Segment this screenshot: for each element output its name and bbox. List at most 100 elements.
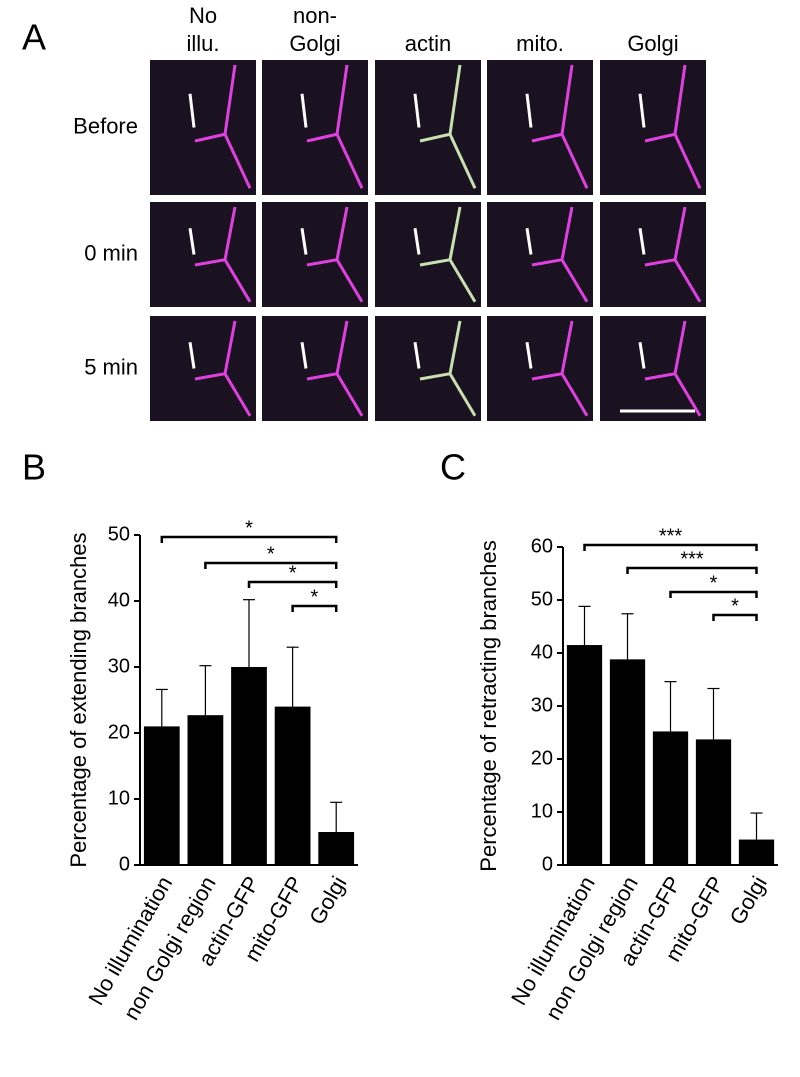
- micrograph: [262, 202, 368, 307]
- neurite: [560, 133, 589, 189]
- significance-bracket: [583, 543, 758, 551]
- arrow: [413, 93, 421, 128]
- bar: [738, 839, 775, 865]
- arrow: [525, 93, 533, 128]
- neurite: [673, 258, 702, 303]
- bar: [143, 726, 180, 865]
- y-tick-label: 50: [531, 588, 553, 610]
- micrograph: [262, 60, 368, 195]
- y-tick-label: 10: [531, 800, 553, 822]
- bar: [274, 706, 311, 865]
- y-tick-label: 0: [542, 853, 553, 875]
- significance-bracket: [160, 535, 338, 543]
- column-label: Golgi: [289, 31, 340, 56]
- column-label: Golgi: [627, 31, 678, 56]
- significance-label: ***: [659, 525, 683, 547]
- panel-label: A: [22, 17, 46, 58]
- arrow: [188, 228, 196, 255]
- column-label: illu.: [186, 31, 219, 56]
- y-tick-label: 0: [119, 853, 130, 875]
- neurite: [560, 258, 589, 303]
- row-label: Before: [73, 113, 138, 138]
- arrow: [638, 93, 646, 128]
- significance-label: *: [267, 543, 275, 565]
- arrow: [188, 93, 196, 128]
- x-tick-label: Golgi: [304, 872, 351, 929]
- significance-label: *: [731, 595, 739, 617]
- y-tick-label: 10: [108, 787, 130, 809]
- significance-bracket: [247, 580, 338, 588]
- micrograph: [600, 316, 706, 421]
- significance-label: ***: [680, 548, 704, 570]
- neurite: [223, 372, 252, 417]
- significance-bracket: [291, 604, 338, 612]
- bar: [566, 645, 603, 865]
- significance-label: *: [710, 572, 718, 594]
- column-label: actin: [405, 31, 451, 56]
- micrograph: [262, 316, 368, 421]
- micrograph: [375, 60, 481, 195]
- significance-bracket: [712, 613, 758, 621]
- arrow: [300, 342, 308, 369]
- micrograph: [375, 316, 481, 421]
- x-tick-label: Golgi: [725, 872, 772, 929]
- row-label: 5 min: [84, 354, 138, 379]
- arrow: [413, 228, 421, 255]
- row-label: 0 min: [84, 240, 138, 265]
- neurite: [335, 258, 364, 303]
- micrograph: [600, 60, 706, 195]
- neurite: [560, 372, 589, 417]
- bar: [652, 731, 689, 865]
- arrow: [300, 93, 308, 128]
- panel-label: C: [440, 447, 466, 488]
- micrograph: [487, 202, 593, 307]
- column-label: non-: [293, 3, 337, 28]
- bar: [695, 739, 732, 865]
- micrograph: [600, 202, 706, 307]
- y-tick-label: 60: [531, 535, 553, 557]
- y-axis-label: Percentage of retracting branches: [476, 540, 501, 871]
- y-tick-label: 50: [108, 523, 130, 545]
- neurite: [223, 258, 252, 303]
- arrow: [188, 342, 196, 369]
- significance-label: *: [245, 517, 253, 539]
- neurite: [448, 258, 477, 303]
- bar: [231, 667, 267, 865]
- neurite: [673, 133, 702, 189]
- neurite: [335, 372, 364, 417]
- arrow: [525, 228, 533, 255]
- arrow: [638, 342, 646, 369]
- neurite: [335, 133, 364, 189]
- y-tick-label: 40: [531, 641, 553, 663]
- neurite: [673, 372, 702, 417]
- y-tick-label: 30: [108, 655, 130, 677]
- neurite: [448, 372, 477, 417]
- y-axis-label: Percentage of extending branches: [66, 532, 91, 867]
- significance-label: *: [289, 562, 297, 584]
- arrow: [638, 228, 646, 255]
- significance-label: *: [311, 586, 319, 608]
- neurite: [223, 133, 252, 189]
- neurite: [448, 133, 477, 189]
- arrow: [413, 342, 421, 369]
- bar: [609, 659, 646, 865]
- column-label: No: [189, 3, 217, 28]
- bar: [318, 832, 355, 865]
- bar: [187, 715, 224, 865]
- micrograph: [487, 316, 593, 421]
- micrograph: [150, 316, 256, 421]
- y-tick-label: 30: [531, 694, 553, 716]
- y-tick-label: 20: [531, 747, 553, 769]
- column-label: mito.: [516, 31, 564, 56]
- micrograph: [150, 202, 256, 307]
- significance-bracket: [204, 561, 338, 569]
- y-tick-label: 40: [108, 589, 130, 611]
- y-tick-label: 20: [108, 721, 130, 743]
- micrograph: [487, 60, 593, 195]
- panel-label: B: [22, 447, 46, 488]
- arrow: [300, 228, 308, 255]
- significance-bracket: [669, 590, 758, 598]
- micrograph: [375, 202, 481, 307]
- significance-bracket: [626, 566, 758, 574]
